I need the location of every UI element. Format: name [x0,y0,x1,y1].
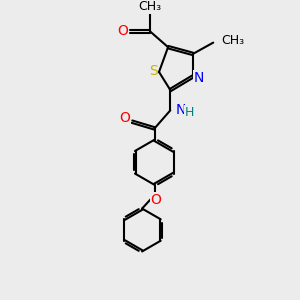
Text: CH₃: CH₃ [221,34,244,47]
Text: O: O [118,24,128,38]
Text: N: N [194,70,204,85]
Text: H: H [185,106,194,119]
Text: CH₃: CH₃ [138,0,162,13]
Text: S: S [149,64,158,78]
Text: O: O [150,193,161,206]
Text: N: N [176,103,186,117]
Text: O: O [120,111,130,125]
